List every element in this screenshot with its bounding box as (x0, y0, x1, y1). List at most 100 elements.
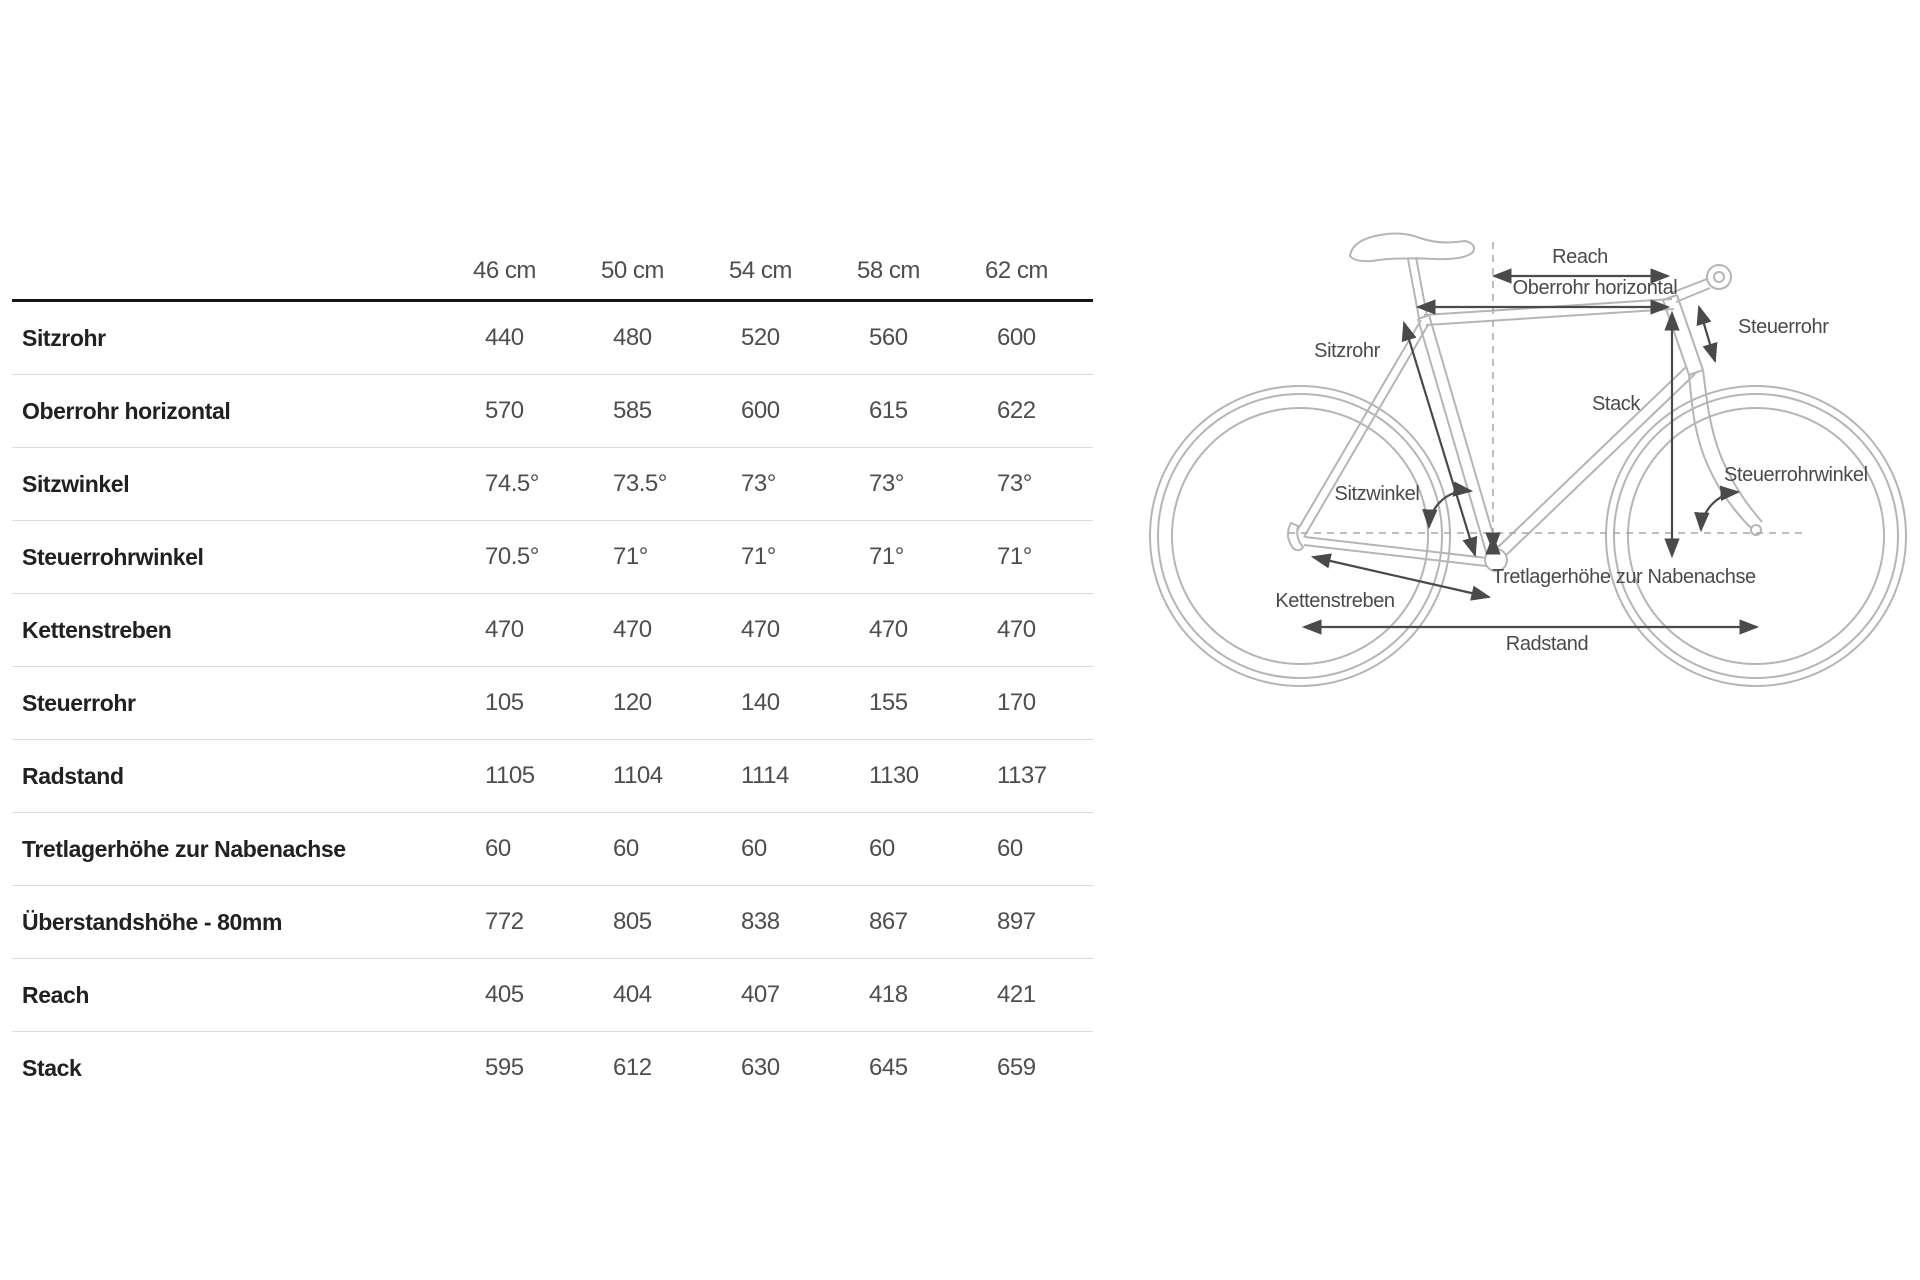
geo-value: 60 (869, 835, 895, 862)
geo-value: 867 (869, 908, 908, 935)
geo-value: 105 (485, 689, 524, 716)
geo-value: 120 (613, 689, 652, 716)
kettenstreben-dimension: Kettenstreben (1275, 553, 1492, 612)
geo-value: 470 (485, 616, 524, 643)
geo-value: 470 (997, 616, 1036, 643)
geometry-table: 46 cm 50 cm 54 cm 58 cm 62 cm Sitzrohr 4… (12, 235, 1093, 1104)
rear-wheel-drawing (1149, 385, 1451, 687)
geo-value: 570 (485, 397, 524, 424)
radstand-label: Radstand (1506, 633, 1588, 655)
tretlagerhoehe-label: Tretlagerhöhe zur Nabenachse (1492, 566, 1756, 588)
table-row-oberrohr-horizontal: Oberrohr horizontal 570 585 600 615 622 (12, 375, 1093, 448)
geo-value: 140 (741, 689, 780, 716)
bike-geometry-diagram: Reach Oberrohr horizontal Steuerrohr Sta… (1149, 232, 1907, 687)
size-column-header: 46 cm (473, 257, 536, 284)
row-label: Sitzwinkel (22, 470, 130, 497)
size-column-header: 50 cm (601, 257, 664, 284)
geo-value: 421 (997, 981, 1036, 1008)
geo-value: 470 (869, 616, 908, 643)
steuerrohrwinkel-dimension: Steuerrohrwinkel (1694, 464, 1868, 533)
geo-value: 73.5° (613, 470, 667, 497)
geo-value: 73° (869, 470, 904, 497)
geo-value: 600 (741, 397, 780, 424)
geo-value: 73° (741, 470, 776, 497)
table-row-steuerrohr: Steuerrohr 105 120 140 155 170 (12, 667, 1093, 740)
sitzrohr-label: Sitzrohr (1314, 340, 1380, 362)
geo-value: 1104 (613, 762, 663, 789)
table-row-kettenstreben: Kettenstreben 470 470 470 470 470 (12, 594, 1093, 667)
geo-value: 71° (997, 543, 1032, 570)
geo-value: 73° (997, 470, 1032, 497)
geo-value: 622 (997, 397, 1036, 424)
row-label: Kettenstreben (22, 616, 172, 643)
geo-value: 560 (869, 324, 908, 351)
geo-value: 440 (485, 324, 524, 351)
geo-value: 407 (741, 981, 780, 1008)
table-row-steuerrohrwinkel: Steuerrohrwinkel 70.5° 71° 71° 71° 71° (12, 521, 1093, 594)
geo-value: 838 (741, 908, 780, 935)
geo-value: 805 (613, 908, 652, 935)
steuerrohr-dimension: Steuerrohr (1696, 304, 1830, 364)
oberrohr-horizontal-dimension: Oberrohr horizontal (1415, 277, 1678, 315)
tretlagerhoehe-dimension: Tretlagerhöhe zur Nabenachse (1485, 532, 1756, 588)
size-column-header: 54 cm (729, 257, 792, 284)
size-column-header: 62 cm (985, 257, 1048, 284)
geo-value: 71° (741, 543, 776, 570)
oberrohr-horizontal-label: Oberrohr horizontal (1513, 277, 1678, 299)
geo-value: 595 (485, 1054, 524, 1081)
geo-value: 772 (485, 908, 524, 935)
table-row-reach: Reach 405 404 407 418 421 (12, 959, 1093, 1032)
geo-value: 480 (613, 324, 652, 351)
header-empty-cell (12, 285, 473, 299)
table-row-stack: Stack 595 612 630 645 659 (12, 1032, 1093, 1104)
geo-value: 520 (741, 324, 780, 351)
geo-value: 470 (613, 616, 652, 643)
row-label: Stack (22, 1054, 82, 1081)
sitzrohr-dimension: Sitzrohr (1314, 320, 1478, 558)
front-wheel-drawing (1605, 385, 1907, 687)
row-label: Oberrohr horizontal (22, 397, 231, 424)
table-row-tretlagerhoehe: Tretlagerhöhe zur Nabenachse 60 60 60 60… (12, 813, 1093, 886)
sitzwinkel-label: Sitzwinkel (1335, 483, 1420, 505)
stack-dimension: Stack (1592, 310, 1680, 559)
row-label: Tretlagerhöhe zur Nabenachse (22, 835, 346, 862)
geo-value: 405 (485, 981, 524, 1008)
geo-value: 71° (613, 543, 648, 570)
geo-value: 60 (485, 835, 511, 862)
radstand-dimension: Radstand (1301, 619, 1760, 655)
reach-label: Reach (1552, 246, 1608, 268)
geo-value: 612 (613, 1054, 652, 1081)
geo-value: 1137 (997, 762, 1047, 789)
geo-value: 1114 (741, 762, 789, 789)
geometry-table-header: 46 cm 50 cm 54 cm 58 cm 62 cm (12, 235, 1093, 302)
geo-value: 170 (997, 689, 1036, 716)
geo-value: 71° (869, 543, 904, 570)
stack-label: Stack (1592, 393, 1641, 415)
row-label: Steuerrohr (22, 689, 136, 716)
sitzwinkel-dimension: Sitzwinkel (1335, 481, 1474, 530)
geo-value: 600 (997, 324, 1036, 351)
geo-value: 60 (741, 835, 767, 862)
geo-value: 470 (741, 616, 780, 643)
geo-value: 60 (613, 835, 639, 862)
geo-value: 585 (613, 397, 652, 424)
geo-value: 418 (869, 981, 908, 1008)
table-row-sitzwinkel: Sitzwinkel 74.5° 73.5° 73° 73° 73° (12, 448, 1093, 521)
reach-dimension: Reach (1491, 246, 1671, 284)
row-label: Steuerrohrwinkel (22, 543, 204, 570)
geo-value: 155 (869, 689, 908, 716)
geo-value: 74.5° (485, 470, 539, 497)
steuerrohrwinkel-label: Steuerrohrwinkel (1724, 464, 1868, 486)
row-label: Sitzrohr (22, 324, 106, 351)
geo-value: 897 (997, 908, 1036, 935)
geo-value: 659 (997, 1054, 1036, 1081)
table-row-radstand: Radstand 1105 1104 1114 1130 1137 (12, 740, 1093, 813)
geo-value: 630 (741, 1054, 780, 1081)
size-column-header: 58 cm (857, 257, 920, 284)
geo-value: 404 (613, 981, 652, 1008)
geo-value: 1105 (485, 762, 535, 789)
geo-value: 60 (997, 835, 1023, 862)
row-label: Reach (22, 981, 90, 1008)
table-row-ueberstandshoehe: Überstandshöhe - 80mm 772 805 838 867 89… (12, 886, 1093, 959)
geo-value: 645 (869, 1054, 908, 1081)
